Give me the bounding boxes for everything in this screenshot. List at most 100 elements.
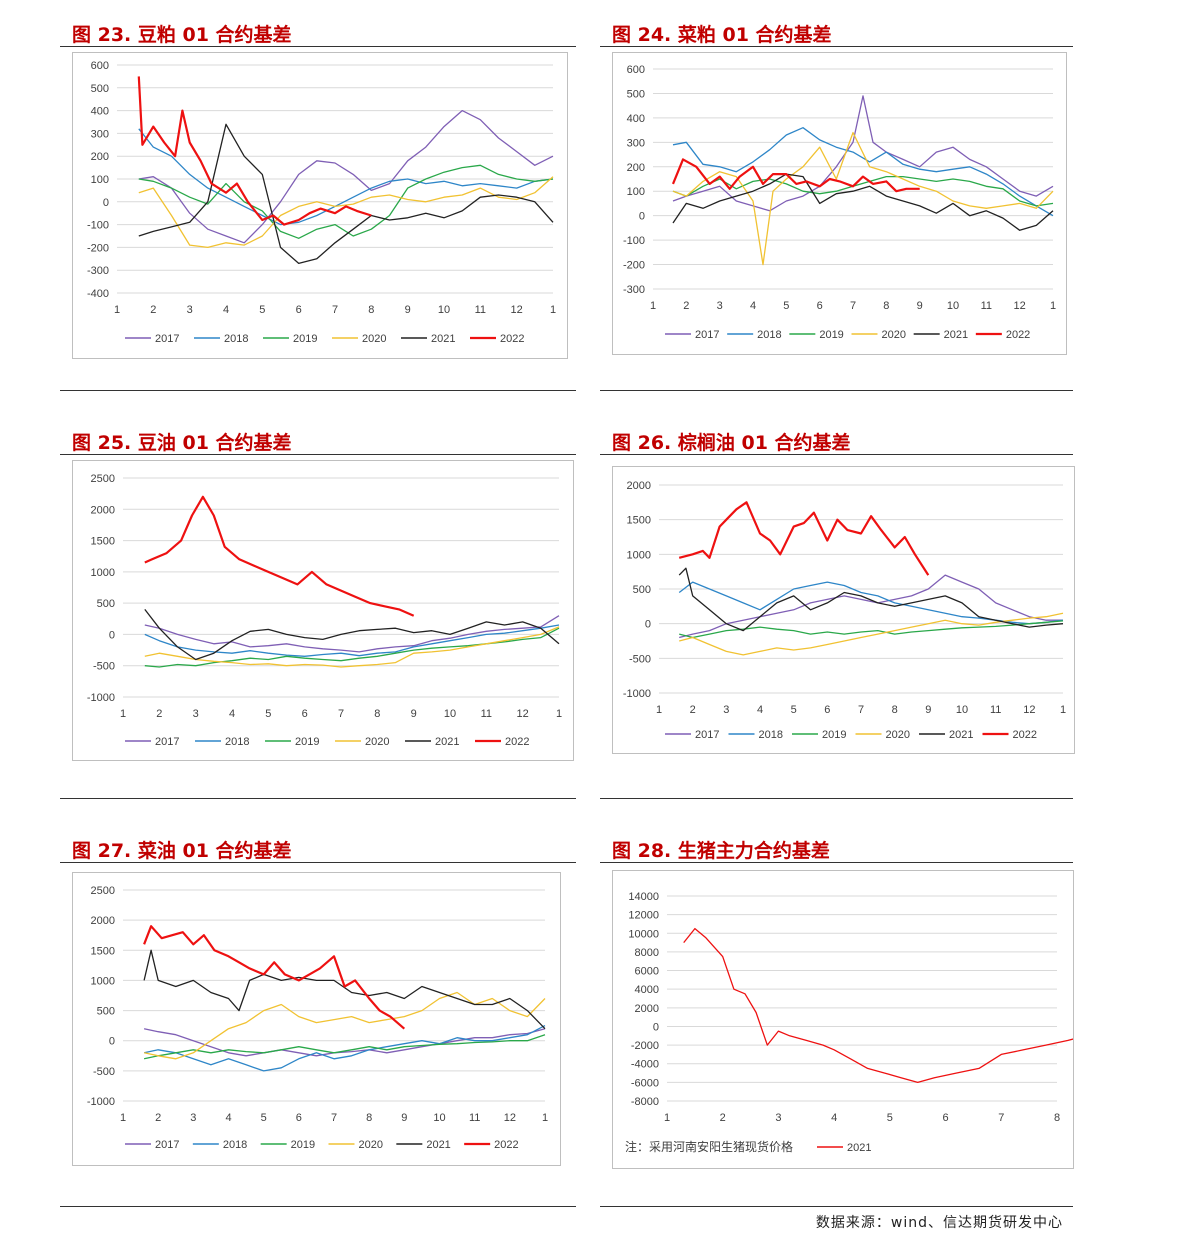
series-line-2022 [143,925,406,1030]
x-tick-label: 7 [332,304,338,316]
chart-title: 图 25. 豆油 01 合约基差 [72,432,292,454]
title-rule [60,862,576,863]
legend-label: 2020 [882,329,906,341]
series-line-2021 [672,173,1054,231]
legend-label: 2021 [944,329,968,341]
y-tick-label: 1500 [91,536,115,548]
x-tick-label: 6 [824,704,830,716]
y-tick-label: -500 [93,661,115,673]
legend-label: 2021 [431,333,455,345]
x-tick-label: 7 [338,708,344,720]
series-line-2017 [138,109,554,244]
x-tick-label: 4 [750,300,756,312]
section-rule [600,390,1073,391]
x-tick-label: 1 [650,300,656,312]
x-tick-label: 9 [917,300,923,312]
x-tick-label: 10 [947,300,959,312]
x-tick-label: 10 [956,704,968,716]
chart-title: 图 23. 豆粕 01 合约基差 [72,24,292,46]
y-tick-label: 2500 [91,473,115,485]
y-tick-label: 12000 [628,910,659,922]
chart-title: 图 27. 菜油 01 合约基差 [72,840,292,862]
series-line-2021 [678,567,1064,632]
series-line-2018 [144,624,560,657]
y-tick-label: 600 [91,60,109,72]
title-rule [600,862,1073,863]
x-tick-label: 3 [193,708,199,720]
y-tick-label: 1500 [627,515,651,527]
y-tick-label: 500 [627,88,645,100]
y-tick-label: -500 [93,1066,115,1078]
legend-label: 2020 [362,333,386,345]
y-tick-label: 0 [109,629,115,641]
x-tick-label: 9 [411,708,417,720]
series-line-2021 [143,949,546,1030]
series-line-2022 [137,76,372,226]
x-tick-label: 7 [998,1112,1004,1124]
y-tick-label: -500 [629,653,651,665]
x-tick-label: 8 [368,304,374,316]
series-line-2021 [138,123,554,265]
series-line-2020 [144,626,560,668]
x-tick-label: 4 [831,1112,837,1124]
x-tick-label: 7 [858,704,864,716]
x-tick-label: 2 [150,304,156,316]
legend-label: 2017 [695,729,719,741]
x-tick-label: 2 [690,704,696,716]
section-rule [60,798,576,799]
y-tick-label: 2000 [91,915,115,927]
section-rule [60,390,576,391]
x-tick-label: 10 [444,708,456,720]
x-tick-label: 1 [656,704,662,716]
chart-frame: -1000 -500 0 500 1000 1500 2000 2500 1 2 3 4 5 6 7 8 9 10… [72,872,561,1166]
chart-title: 图 26. 棕榈油 01 合约基差 [612,432,851,454]
x-tick-label: 5 [791,704,797,716]
series-line-2017 [672,95,1054,212]
title-rule [60,46,576,47]
series-line-2019 [143,1034,546,1060]
x-tick-label: 8 [374,708,380,720]
y-tick-label: 1000 [91,567,115,579]
y-tick-label: -400 [87,288,109,300]
x-tick-label: 5 [783,300,789,312]
chart-title: 图 28. 生猪主力合约基差 [612,840,830,862]
x-tick-label: 8 [883,300,889,312]
y-tick-label: -100 [87,220,109,232]
legend-label: 2021 [435,736,459,748]
y-tick-label: 0 [645,619,651,631]
x-tick-label: 2 [155,1112,161,1124]
y-tick-label: 200 [627,162,645,174]
x-tick-label: 11 [481,708,492,720]
legend-label: 2022 [1006,329,1030,341]
y-tick-label: 200 [91,151,109,163]
series-line-2020 [138,176,554,249]
series-line-2022 [144,495,415,617]
x-tick-label: 3 [723,704,729,716]
x-tick-label: 6 [296,1112,302,1124]
x-tick-label: 10 [438,304,450,316]
y-tick-label: 500 [91,83,109,95]
legend-label: 2022 [505,736,529,748]
series-line-2021 [683,927,1097,1084]
x-tick-label: 11 [990,704,1001,716]
x-tick-label: 6 [817,300,823,312]
legend-label: 2017 [155,1139,179,1151]
x-tick-label: 8 [366,1112,372,1124]
legend-label: 2021 [949,729,973,741]
x-tick-label: 1 [114,304,120,316]
y-tick-label: 1000 [627,549,651,561]
y-tick-label: -200 [87,242,109,254]
legend-label: 2021 [847,1142,871,1154]
y-tick-label: 2500 [91,885,115,897]
x-tick-label: 4 [225,1112,231,1124]
x-tick-label: 11 [469,1112,480,1124]
legend-label: 2019 [293,333,317,345]
y-tick-label: -6000 [631,1077,659,1089]
x-tick-label: 7 [850,300,856,312]
chart-frame: -1000 -500 0 500 1000 1500 2000 1 2 3 4 5 6 7 8 9 10 11 12… [612,466,1075,754]
y-tick-label: 4000 [635,984,659,996]
series-line-2021 [144,609,560,661]
legend-label: 2019 [295,736,319,748]
